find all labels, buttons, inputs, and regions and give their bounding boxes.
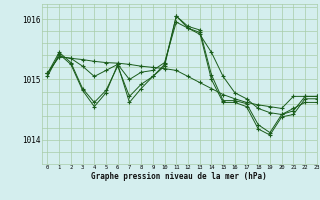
X-axis label: Graphe pression niveau de la mer (hPa): Graphe pression niveau de la mer (hPa) xyxy=(91,172,267,181)
